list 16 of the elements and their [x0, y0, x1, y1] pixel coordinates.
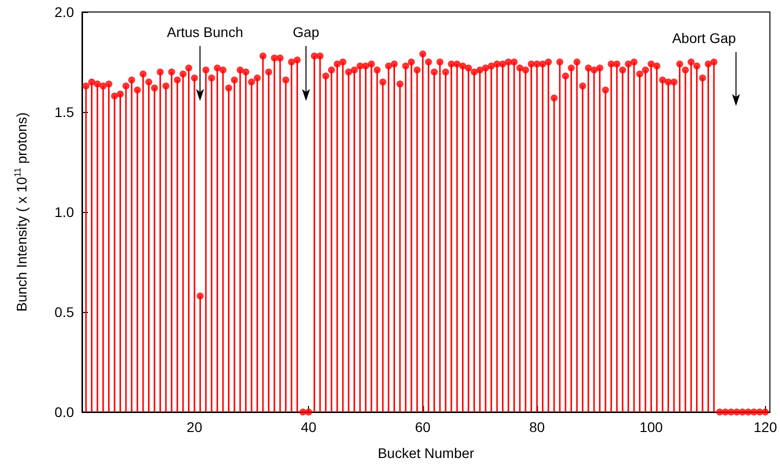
x-tick-label: 120 [754, 419, 778, 435]
annotation: Abort Gap [672, 30, 736, 46]
x-tick-label: 100 [639, 419, 664, 435]
x-tick-label: 80 [529, 419, 545, 435]
x-tick-label: 20 [186, 419, 202, 435]
y-tick-label: 1.0 [54, 204, 74, 220]
y-tick-label: 0.5 [54, 304, 74, 320]
annotation: Artus Bunch [166, 24, 244, 40]
y-tick-label: 1.5 [54, 104, 74, 120]
x-tick-label: 40 [300, 419, 317, 435]
y-axis-title: Bunch Intensity ( x 1011 protons) [12, 112, 30, 312]
annotation: Gap [292, 24, 320, 40]
y-tick-label: 2.0 [54, 4, 74, 20]
x-axis-title: Bucket Number [378, 445, 475, 461]
x-tick-label: 60 [415, 419, 431, 435]
y-tick-label: 0.0 [54, 404, 74, 420]
